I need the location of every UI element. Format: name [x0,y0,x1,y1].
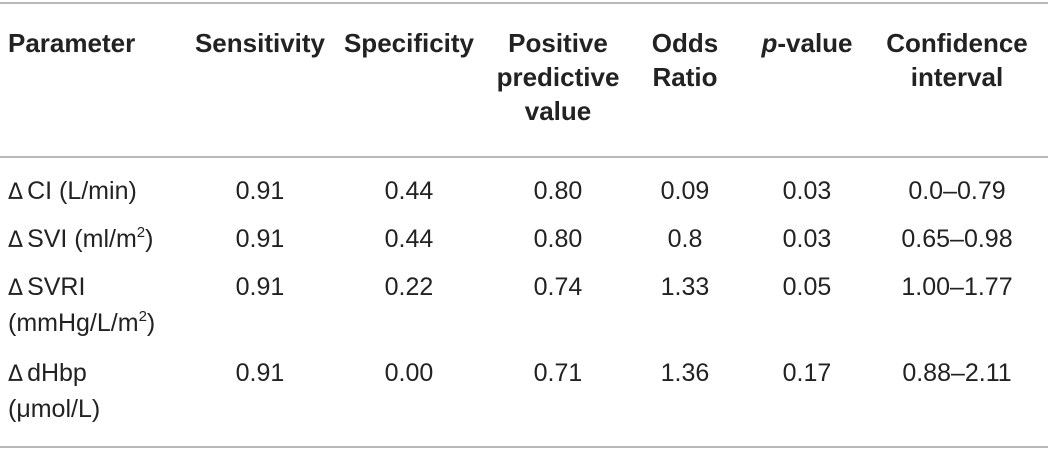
table-row-3-parameter: Δ SVRI (mmHg/L/m2) [8,270,208,340]
table-row-2-ci: 0.65–0.98 [901,225,1013,253]
table-bottom-rule [0,446,1048,448]
header-specificity: Specificity [334,26,484,60]
table-row-1-ppv: 0.80 [533,177,583,205]
table-row-4-specificity: 0.00 [384,359,434,387]
table-row-3-odds-ratio: 1.33 [660,273,710,301]
parameter-suffix: ) [146,309,156,337]
parameter-line: Δ CI (L/min) [8,174,198,210]
header-confidence-interval: Confidence interval [872,26,1042,94]
header-positive-predictive-value: Positive predictive value [484,26,632,128]
header-ci-line-1: Confidence [886,28,1028,58]
parameter-unit-line: (mmHg/L/m2) [8,306,208,340]
header-parameter-text: Parameter [8,28,136,58]
parameter-text: CI (L/min) [27,177,137,205]
header-p-value-italic: p [761,28,778,58]
delta-symbol: Δ [8,228,24,253]
parameter-line: Δ SVRI [8,270,208,306]
header-sensitivity: Sensitivity [185,26,335,60]
delta-symbol: Δ [8,180,24,205]
parameter-text: SVRI [27,273,86,301]
table-row-2-parameter: Δ SVI (ml/m2) [8,222,198,258]
parameter-unit: (μmol/L) [8,395,101,423]
table-row-1-specificity: 0.44 [384,177,434,205]
header-sensitivity-text: Sensitivity [194,28,326,58]
table-row-4-sensitivity: 0.91 [235,359,285,387]
table-row-1-parameter: Δ CI (L/min) [8,174,198,210]
table-row-3-p-value: 0.05 [782,273,832,301]
parameter-text: SVI (ml/m [27,225,137,253]
table-row-4-ppv: 0.71 [533,359,583,387]
table-row-4-ci: 0.88–2.11 [902,359,1012,387]
header-ci-line-2: interval [910,62,1004,92]
table-row-4-p-value: 0.17 [782,359,832,387]
parameter-text: dHbp [27,359,87,387]
table-row-1-ci: 0.0–0.79 [908,177,1006,205]
delta-symbol: Δ [8,276,24,301]
table-row-2-odds-ratio: 0.8 [667,225,703,253]
header-odds-ratio: Odds Ratio [630,26,740,94]
header-parameter: Parameter [8,26,188,60]
table-row-3-ci: 1.00–1.77 [901,273,1013,301]
table-row-2-specificity: 0.44 [384,225,434,253]
header-p-value-text: p-value [740,26,874,60]
table-row-2-p-value: 0.03 [782,225,832,253]
table-top-rule [0,2,1048,4]
header-ppv-line-2: predictive [496,62,620,92]
parameter-unit: (mmHg/L/m [8,309,139,337]
table-row-1-sensitivity: 0.91 [235,177,285,205]
parameter-superscript: 2 [138,308,147,325]
table-row-2-ppv: 0.80 [533,225,583,253]
parameter-superscript: 2 [136,224,146,241]
header-p-value-suffix: -value [777,28,853,58]
table-row-3-specificity: 0.22 [384,273,434,301]
delta-symbol: Δ [8,362,24,387]
header-ppv-line-3: value [524,96,592,126]
header-odds-ratio-line-2: Ratio [652,62,718,92]
header-specificity-text: Specificity [343,28,475,58]
table-row-2-sensitivity: 0.91 [235,225,285,253]
table-row-1-p-value: 0.03 [782,177,832,205]
table-row-3-sensitivity: 0.91 [235,273,285,301]
header-p-value: p-value [740,26,874,60]
header-odds-ratio-line-1: Odds [651,28,719,58]
table-row-4-odds-ratio: 1.36 [660,359,710,387]
table-header-rule [0,156,1048,158]
table-row-1-odds-ratio: 0.09 [660,177,710,205]
parameter-line: Δ SVI (ml/m2) [8,222,198,258]
header-ppv-line-1: Positive [508,28,608,58]
table-row-3-ppv: 0.74 [533,273,583,301]
parameter-suffix: ) [145,225,154,253]
